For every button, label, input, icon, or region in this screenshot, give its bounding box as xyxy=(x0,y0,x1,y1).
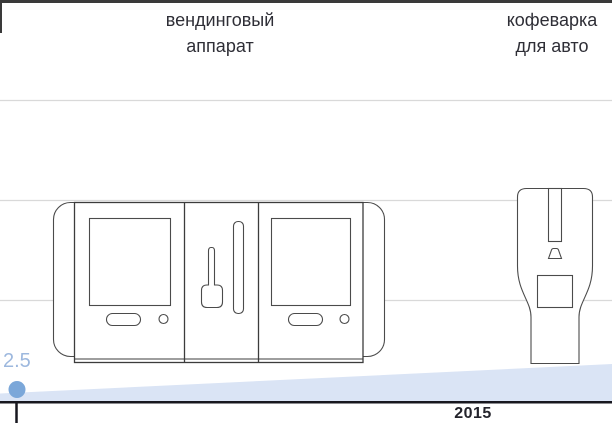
coffee-maker-spout xyxy=(547,247,563,260)
annotation-line: вендинговый xyxy=(165,10,275,30)
top-border xyxy=(0,0,612,3)
coffee-maker-slot xyxy=(547,187,563,243)
vending-left-tray xyxy=(105,312,142,327)
left-border-segment xyxy=(0,0,2,33)
annotation-car-coffee-maker: кофеварка для авто xyxy=(462,7,612,59)
vending-right-tray xyxy=(287,312,324,327)
vending-left-button xyxy=(158,313,169,325)
vending-lever xyxy=(200,246,224,309)
trend-area xyxy=(0,364,612,401)
coffee-maker-screen xyxy=(536,274,574,309)
annotation-line: кофеварка xyxy=(506,10,598,30)
vending-machine-icon xyxy=(52,201,386,364)
vending-right-button xyxy=(339,313,350,325)
annotation-line: для авто xyxy=(515,36,589,56)
annotation-line: аппарат xyxy=(186,36,254,56)
car-coffee-maker-icon xyxy=(516,187,594,365)
vending-right-screen xyxy=(270,217,352,307)
vending-slot xyxy=(232,220,245,315)
data-point-marker xyxy=(8,381,26,398)
x-axis-year-label: 2015 xyxy=(454,405,492,422)
vending-left-screen xyxy=(88,217,172,307)
marker-value-label: 2.5 xyxy=(3,350,31,372)
annotation-vending-machine: вендинговый аппарат xyxy=(120,7,320,59)
